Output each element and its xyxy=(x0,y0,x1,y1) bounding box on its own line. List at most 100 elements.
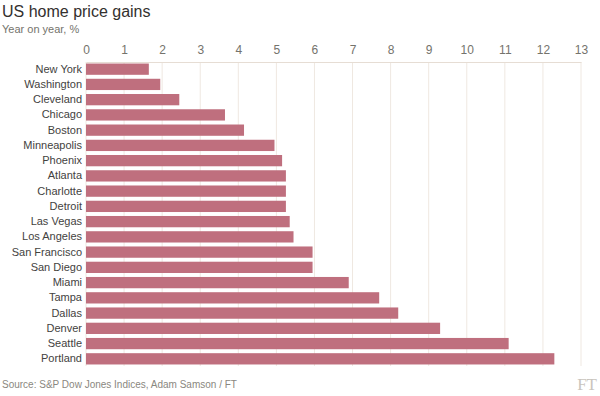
y-tick: Dallas xyxy=(51,307,86,319)
bar xyxy=(86,246,313,257)
bar xyxy=(86,170,286,181)
chart: 012345678910111213New YorkWashingtonClev… xyxy=(0,0,600,396)
bar xyxy=(86,155,282,166)
x-tick: 11 xyxy=(499,43,512,62)
grid-line xyxy=(581,62,582,366)
x-tick: 8 xyxy=(388,43,395,62)
y-tick: Seattle xyxy=(48,337,86,349)
x-tick-label: 2 xyxy=(159,43,166,57)
x-tick-label: 5 xyxy=(274,43,281,57)
x-tick-label: 4 xyxy=(235,43,242,57)
grid-line xyxy=(504,62,505,366)
x-tick-label: 7 xyxy=(350,43,357,57)
y-tick: San Francisco xyxy=(12,246,86,258)
x-tick: 4 xyxy=(235,43,242,62)
grid-line xyxy=(162,62,163,366)
y-tick-label: Los Angeles xyxy=(22,230,82,242)
x-tick: 10 xyxy=(461,43,475,62)
grid-line xyxy=(542,62,543,366)
bar xyxy=(86,64,149,75)
y-tick: Chicago xyxy=(42,108,86,120)
y-tick-label: Cleveland xyxy=(33,93,82,105)
bar xyxy=(86,201,286,212)
y-tick-label: New York xyxy=(36,63,83,75)
y-tick-label: Denver xyxy=(47,322,83,334)
bar xyxy=(86,277,349,288)
grid-line xyxy=(428,62,429,366)
bar xyxy=(86,79,160,90)
grid-line xyxy=(276,62,277,366)
y-tick-label: Atlanta xyxy=(48,169,83,181)
x-tick: 3 xyxy=(197,43,204,62)
grid-line xyxy=(124,62,125,366)
source: Source: S&P Dow Jones Indices, Adam Sams… xyxy=(2,379,237,390)
y-tick: Las Vegas xyxy=(31,215,86,227)
y-tick: Phoenix xyxy=(42,154,86,166)
y-tick-label: Portland xyxy=(41,352,82,364)
x-tick: 5 xyxy=(274,43,281,62)
y-tick: Minneapolis xyxy=(23,139,86,151)
x-axis-line xyxy=(87,62,582,63)
y-tick: Miami xyxy=(53,276,86,288)
x-tick-label: 8 xyxy=(388,43,395,57)
y-tick-label: San Francisco xyxy=(12,246,82,258)
grid-line xyxy=(314,62,315,366)
x-tick: 12 xyxy=(537,43,551,62)
bar xyxy=(86,216,290,227)
bar xyxy=(86,338,509,349)
grid-line xyxy=(390,62,391,366)
grid-line xyxy=(466,62,467,366)
bar xyxy=(86,94,179,105)
y-tick-label: Las Vegas xyxy=(31,215,83,227)
x-tick: 9 xyxy=(426,43,433,62)
background xyxy=(0,0,600,396)
grid-line xyxy=(200,62,201,366)
y-tick-label: Dallas xyxy=(51,307,82,319)
x-tick-label: 12 xyxy=(537,43,551,57)
y-tick: Boston xyxy=(48,124,86,136)
bar xyxy=(86,262,313,273)
y-tick: Detroit xyxy=(50,200,86,212)
y-tick: Charlotte xyxy=(37,185,86,197)
y-tick-label: Detroit xyxy=(50,200,82,212)
credit: FT xyxy=(577,375,597,394)
x-tick: 2 xyxy=(159,43,166,62)
bar xyxy=(86,140,274,151)
plot: 012345678910111213New YorkWashingtonClev… xyxy=(12,43,589,366)
y-axis: New York Washington Cleveland Chicago Boston… xyxy=(12,63,86,365)
bar xyxy=(86,125,244,136)
x-tick: 0 xyxy=(83,43,90,62)
y-tick: Cleveland xyxy=(33,93,86,105)
y-tick: Los Angeles xyxy=(22,230,86,242)
x-tick-label: 10 xyxy=(461,43,475,57)
x-axis: 012345678910111213 xyxy=(83,43,588,63)
x-tick-label: 3 xyxy=(197,43,204,57)
bars xyxy=(86,64,554,365)
bar xyxy=(86,292,379,303)
y-tick: Tampa xyxy=(49,291,86,303)
y-tick-label: Washington xyxy=(24,78,82,90)
x-tick: 7 xyxy=(350,43,357,62)
grid-line xyxy=(238,62,239,366)
x-tick: 1 xyxy=(121,43,128,62)
bar xyxy=(86,323,440,334)
x-tick-label: 1 xyxy=(121,43,128,57)
y-tick-label: Charlotte xyxy=(37,185,82,197)
x-tick-label: 6 xyxy=(312,43,319,57)
y-tick-label: Boston xyxy=(48,124,82,136)
y-tick: New York xyxy=(36,63,86,75)
y-tick: Portland xyxy=(41,352,86,364)
grid-line xyxy=(352,62,353,366)
y-tick: Atlanta xyxy=(48,169,86,181)
grid-line xyxy=(86,62,87,366)
bar xyxy=(86,353,554,364)
y-tick-label: Miami xyxy=(53,276,82,288)
x-tick: 6 xyxy=(312,43,319,62)
bar xyxy=(86,307,398,318)
y-tick-label: Phoenix xyxy=(42,154,82,166)
x-tick: 13 xyxy=(575,43,589,62)
subtitle: Year on year, % xyxy=(2,23,79,35)
x-tick-label: 0 xyxy=(83,43,90,57)
y-tick-label: Chicago xyxy=(42,108,82,120)
bar xyxy=(86,231,294,242)
